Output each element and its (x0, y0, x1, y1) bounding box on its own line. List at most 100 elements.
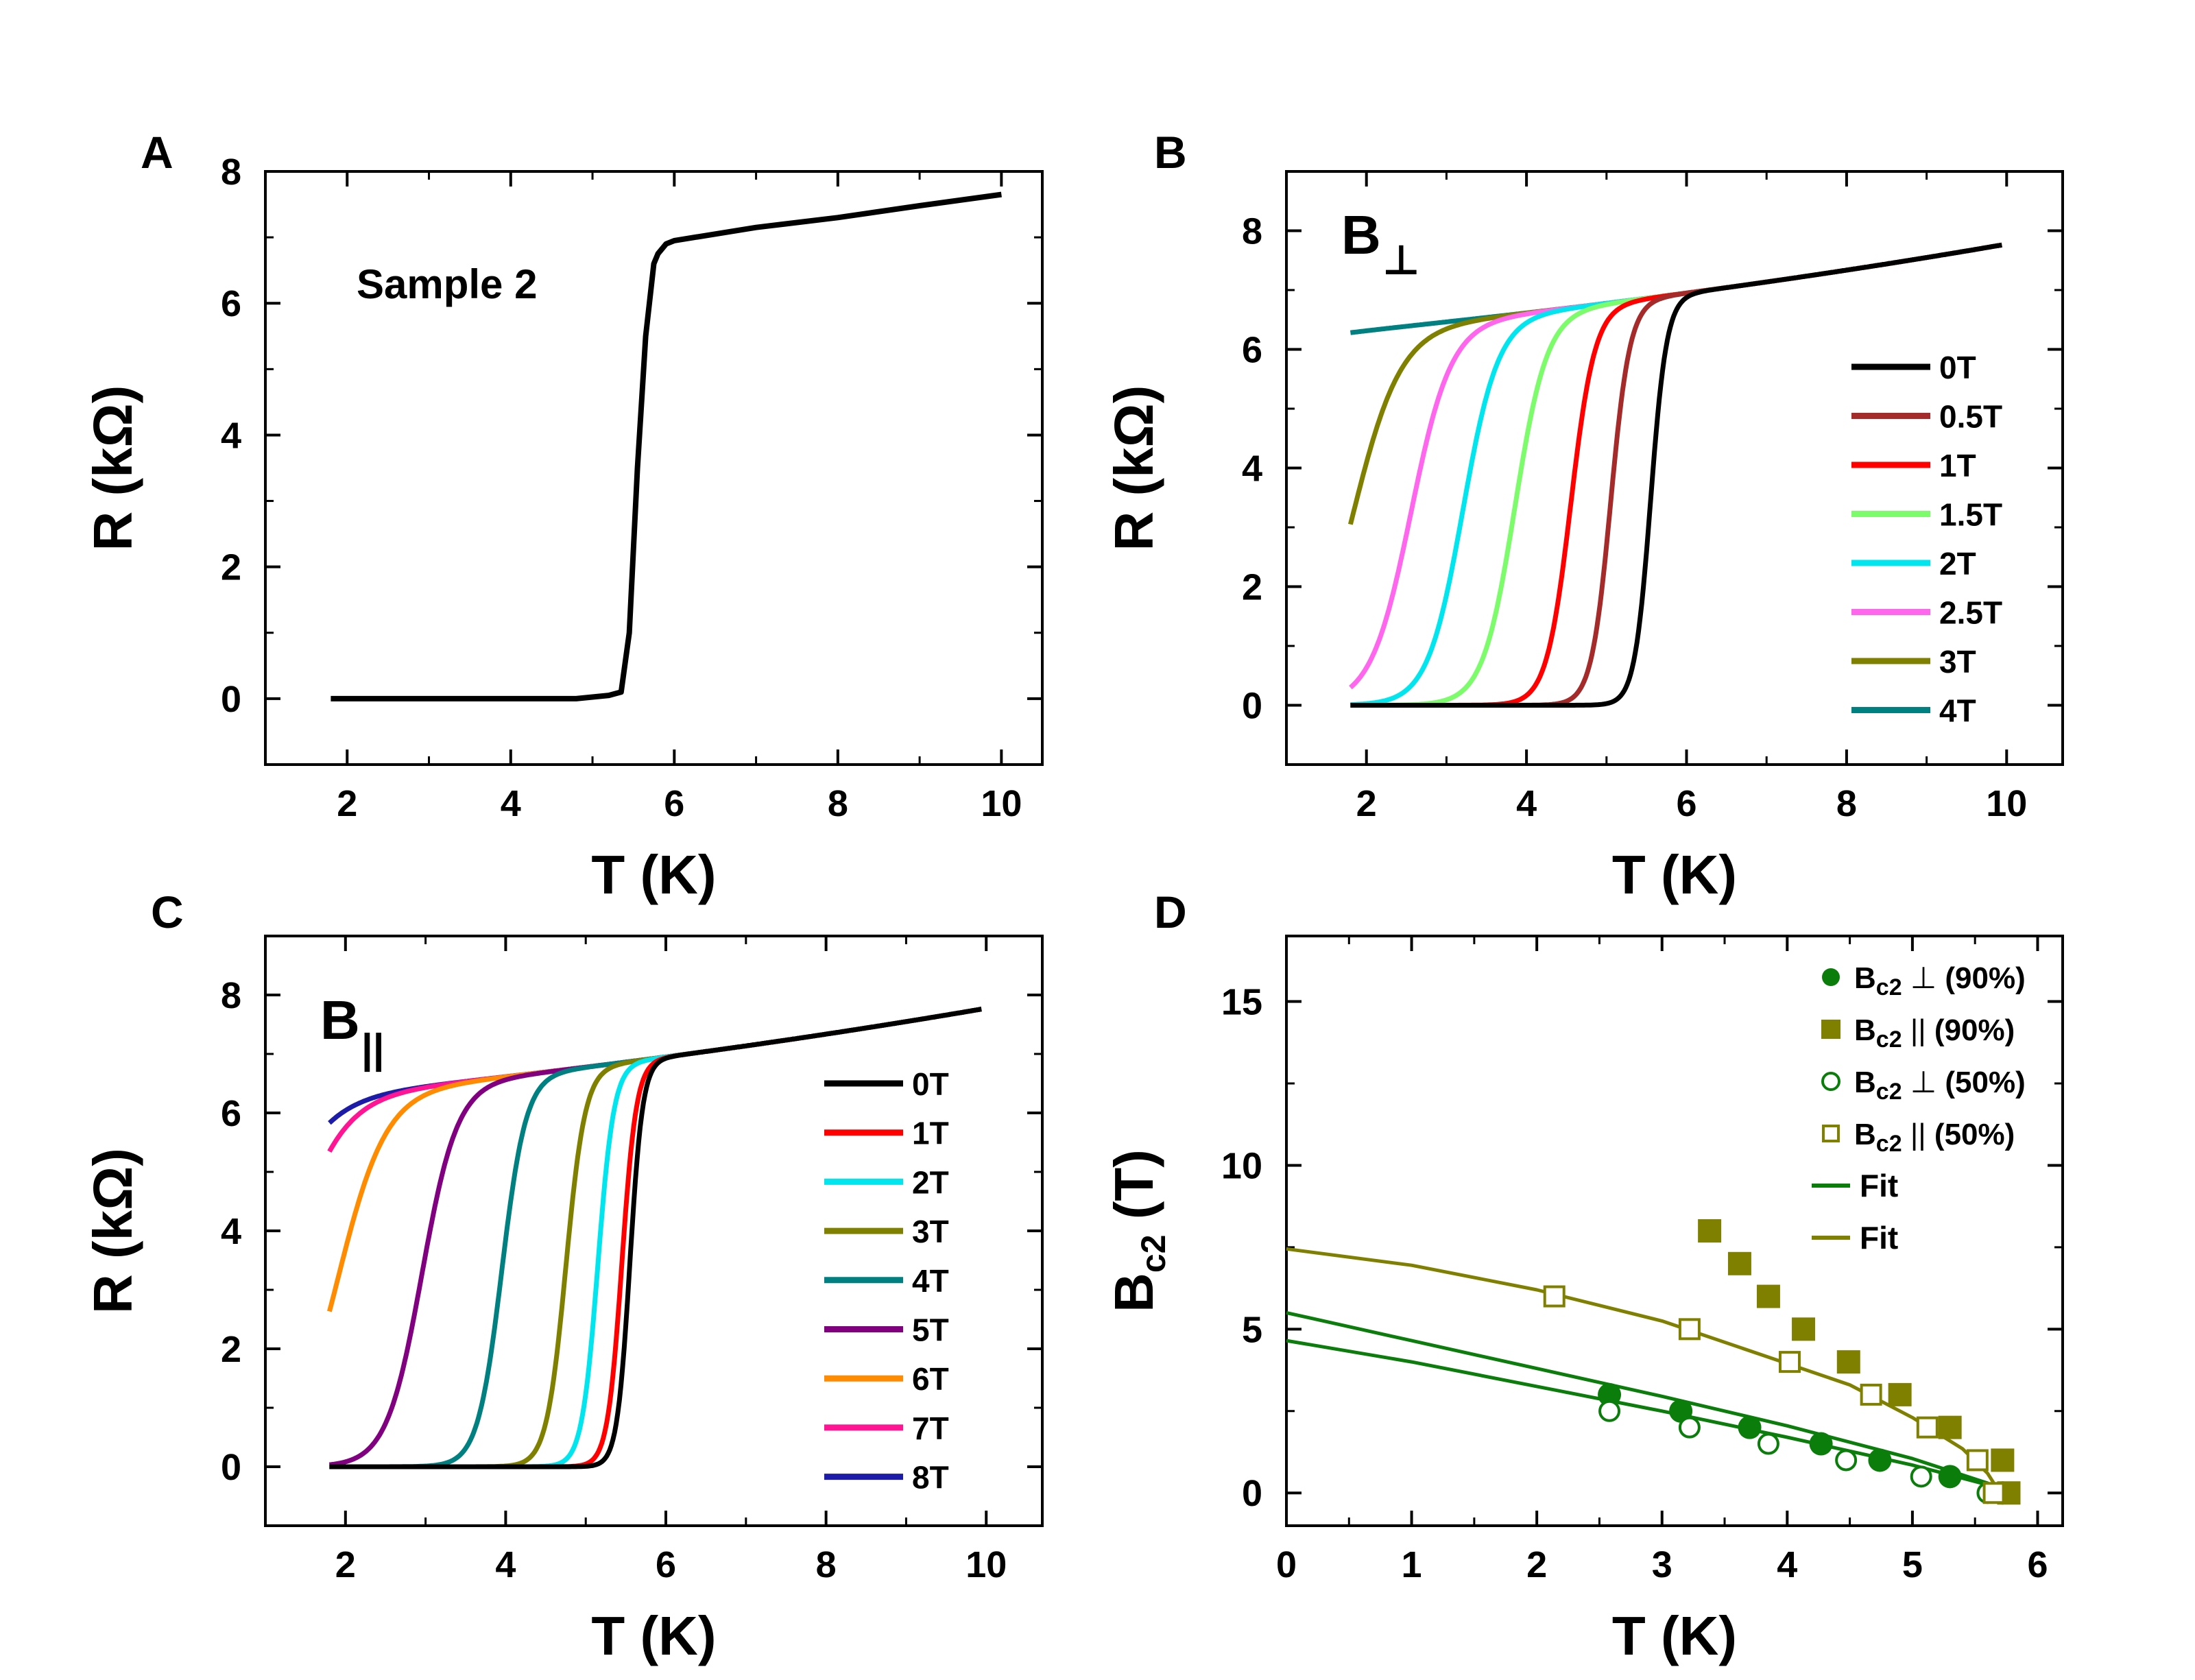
panel-label: C (151, 887, 184, 937)
legend-label-0p5T: 0.5T (1939, 399, 2002, 435)
y-tick-label: 0 (1242, 1473, 1262, 1514)
legend-label-2T: 2T (912, 1164, 949, 1200)
marker-open-square (1543, 1285, 1566, 1308)
marker-open-square (1982, 1482, 2005, 1504)
x-tick-label: 2 (1526, 1544, 1547, 1585)
marker-filled-square (1938, 1415, 1962, 1439)
panel-d: D 0 1 2 3 4 5 6 0 5 10 15 T (K) Bc2 (T) Bc2 ⊥ (90%) Bc2… (1103, 887, 2064, 1666)
series-sample-2-line (331, 191, 1002, 701)
series-5T-line (328, 1007, 983, 1467)
x-tick-label: 2 (337, 783, 357, 824)
fit-line-2 (1286, 1247, 2002, 1494)
y-axis-label: Bc2 (T) (1103, 1149, 1173, 1312)
marker-open-square (1778, 1351, 1801, 1373)
panel-a: A 2 4 6 8 10 0 2 4 6 8 T (K) R (kΩ) Sample 2 (82, 127, 1044, 905)
legend-label-1T: 1T (1939, 448, 1976, 483)
legend-item-3-symbol (1822, 1125, 1840, 1142)
legend-item-2-symbol (1821, 1072, 1840, 1091)
x-tick-label: 8 (816, 1544, 837, 1585)
field-direction-subscript: ⊥ (1382, 237, 1420, 283)
legend-label-1T: 1T (912, 1116, 949, 1151)
marker-filled-circle (1809, 1432, 1833, 1456)
x-tick-label: 4 (1516, 783, 1537, 824)
x-tick-label: 8 (1836, 783, 1857, 824)
x-tick-label: 2 (1356, 783, 1377, 824)
marker-open-square (1678, 1318, 1701, 1341)
legend-label-8T: 8T (912, 1460, 949, 1496)
y-tick-label: 6 (221, 1093, 241, 1134)
panel-c: C 2 4 6 8 10 0 2 4 6 8 T (K) R (kΩ) B || 0T 1T 2T 3T 4T 5T 6T… (82, 887, 1044, 1666)
y-tick-label: 6 (1242, 330, 1262, 371)
x-tick-label: 2 (335, 1544, 356, 1585)
field-direction-annotation: B (320, 989, 360, 1051)
y-tick-label: 8 (1242, 211, 1262, 252)
x-tick-label: 10 (1986, 783, 2027, 824)
legend-label-3T: 3T (1939, 644, 1976, 680)
marker-filled-square (1756, 1284, 1780, 1308)
y-tick-label: 4 (221, 1211, 241, 1252)
y-tick-label: 0 (221, 679, 241, 720)
panel-label: A (141, 127, 173, 178)
x-tick-label: 4 (495, 1544, 516, 1585)
marker-open-circle (1678, 1416, 1701, 1439)
marker-filled-square (1698, 1219, 1722, 1243)
series-3T-line (1348, 242, 2003, 525)
panel-label: B (1154, 127, 1187, 178)
legend-label-2T: 2T (1939, 546, 1976, 581)
marker-open-circle (1598, 1400, 1621, 1422)
marker-filled-square (1792, 1317, 1816, 1341)
legend-label-5T: 5T (912, 1312, 949, 1348)
marker-filled-circle (1938, 1465, 1962, 1489)
marker-open-square (1966, 1449, 1989, 1472)
legend-item-6-label: Fit (1860, 1220, 1898, 1256)
marker-open-square (1860, 1383, 1882, 1406)
marker-filled-square (1888, 1382, 1912, 1406)
y-axis-label: R (kΩ) (1103, 385, 1164, 551)
x-axis-label: T (K) (591, 1605, 716, 1666)
y-tick-label: 8 (221, 152, 241, 193)
legend-item-1-label: Bc2 || (90%) (1854, 1013, 2015, 1053)
x-tick-label: 0 (1276, 1544, 1297, 1585)
y-tick-label: 15 (1221, 982, 1262, 1023)
marker-open-circle (1835, 1449, 1858, 1472)
legend-item-1-symbol (1821, 1020, 1840, 1039)
legend-label-2p5T: 2.5T (1939, 595, 2002, 631)
y-axis-label: R (kΩ) (82, 1148, 143, 1314)
series-0T-line (1350, 242, 2003, 708)
y-axis-label: R (kΩ) (82, 385, 143, 551)
fit-line-0 (1286, 1339, 2007, 1495)
x-tick-label: 10 (965, 1544, 1007, 1585)
x-tick-label: 1 (1402, 1544, 1422, 1585)
y-tick-label: 4 (221, 415, 241, 456)
series-4T-line (1350, 242, 2003, 335)
legend-label-0T: 0T (912, 1066, 949, 1102)
marker-filled-circle (1738, 1415, 1762, 1439)
series-6T-line (327, 1007, 983, 1312)
marker-open-square (1916, 1416, 1939, 1439)
legend-item-3-label: Bc2 || (50%) (1854, 1118, 2015, 1157)
sample-annotation: Sample 2 (357, 261, 537, 307)
legend-label-7T: 7T (912, 1411, 949, 1446)
series-0T-line (328, 1007, 983, 1469)
panel-label: D (1154, 887, 1187, 937)
fit-line-1 (1286, 1310, 2007, 1495)
x-axis-label: T (K) (1612, 844, 1737, 905)
y-tick-label: 0 (221, 1447, 241, 1488)
y-tick-label: 4 (1242, 448, 1262, 490)
legend-label-3T: 3T (912, 1214, 949, 1249)
marker-filled-circle (1598, 1382, 1622, 1406)
y-tick-label: 0 (1242, 686, 1262, 727)
x-axis-label: T (K) (1612, 1605, 1737, 1666)
legend-label-4T: 4T (912, 1263, 949, 1299)
field-direction-annotation: B (1341, 204, 1381, 265)
plot-frame (264, 170, 1044, 766)
y-tick-label: 2 (1242, 567, 1262, 608)
legend-label-6T: 6T (912, 1361, 949, 1397)
marker-filled-circle (1868, 1448, 1892, 1472)
field-direction-subscript: || (361, 1026, 385, 1072)
x-tick-label: 3 (1652, 1544, 1672, 1585)
marker-open-circle (1757, 1432, 1779, 1455)
marker-filled-square (1836, 1350, 1860, 1374)
